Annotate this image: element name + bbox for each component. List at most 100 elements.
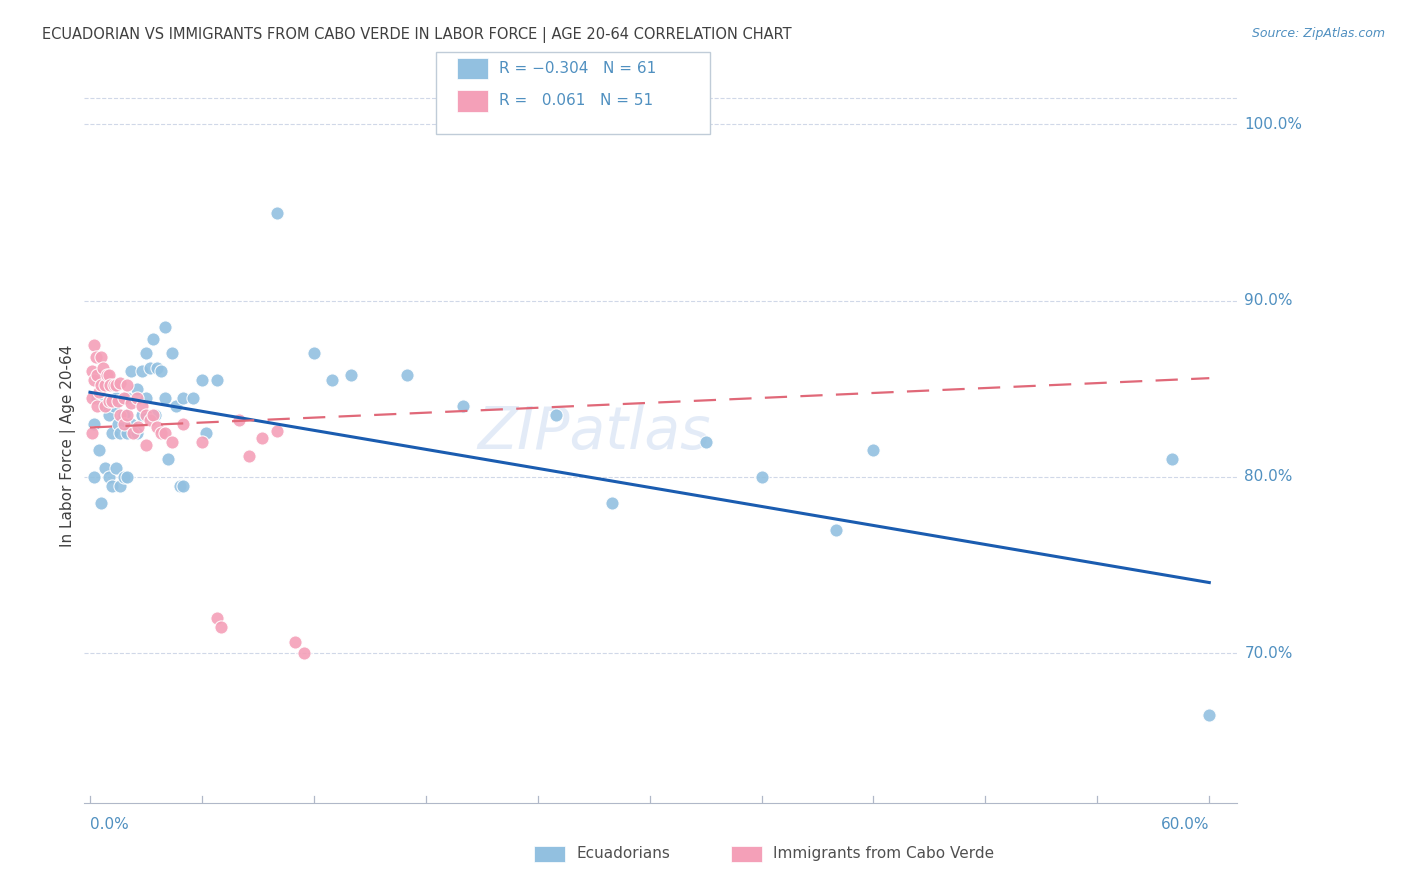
Point bbox=[103, 400, 125, 414]
Point bbox=[266, 205, 288, 219]
Point bbox=[86, 400, 108, 414]
Text: R =   0.061   N = 51: R = 0.061 N = 51 bbox=[499, 94, 654, 108]
Point bbox=[101, 425, 124, 440]
Point bbox=[80, 425, 103, 440]
Point bbox=[117, 408, 139, 422]
Text: 100.0%: 100.0% bbox=[1244, 117, 1302, 132]
Point bbox=[602, 496, 624, 510]
Point bbox=[120, 364, 142, 378]
Point bbox=[112, 470, 135, 484]
Point bbox=[80, 391, 103, 405]
Point bbox=[84, 350, 107, 364]
Point bbox=[83, 417, 105, 431]
Point bbox=[117, 425, 139, 440]
Point bbox=[695, 434, 717, 449]
Point bbox=[294, 646, 316, 660]
Point bbox=[209, 619, 232, 633]
Point bbox=[250, 431, 273, 445]
Point bbox=[138, 413, 160, 427]
Point bbox=[117, 391, 139, 405]
Point bbox=[108, 478, 131, 492]
Point bbox=[101, 478, 124, 492]
Point bbox=[97, 368, 120, 382]
Point bbox=[181, 391, 204, 405]
Text: 80.0%: 80.0% bbox=[1244, 469, 1292, 484]
Point bbox=[125, 382, 148, 396]
Point bbox=[451, 400, 474, 414]
Point bbox=[86, 391, 108, 405]
Point bbox=[94, 378, 117, 392]
Point bbox=[146, 360, 169, 375]
Point bbox=[228, 413, 250, 427]
Point bbox=[153, 391, 176, 405]
Point bbox=[172, 417, 194, 431]
Point bbox=[86, 368, 108, 382]
Point bbox=[107, 394, 129, 409]
Point bbox=[153, 320, 176, 334]
Text: 0.0%: 0.0% bbox=[90, 817, 129, 832]
Text: 60.0%: 60.0% bbox=[1161, 817, 1209, 832]
Point bbox=[103, 378, 125, 392]
Point bbox=[169, 478, 191, 492]
Point bbox=[105, 391, 128, 405]
Point bbox=[149, 425, 172, 440]
Point bbox=[191, 434, 214, 449]
Point bbox=[89, 443, 111, 458]
Point bbox=[120, 417, 142, 431]
Point bbox=[238, 449, 260, 463]
Point bbox=[138, 360, 160, 375]
Point bbox=[89, 385, 111, 400]
Y-axis label: In Labor Force | Age 20-64: In Labor Force | Age 20-64 bbox=[60, 345, 76, 547]
Point bbox=[83, 470, 105, 484]
Text: R = −0.304   N = 61: R = −0.304 N = 61 bbox=[499, 62, 657, 76]
Point bbox=[321, 373, 343, 387]
Point bbox=[97, 394, 120, 409]
Text: 90.0%: 90.0% bbox=[1244, 293, 1292, 308]
Point bbox=[165, 400, 187, 414]
Point bbox=[127, 420, 149, 434]
Point bbox=[108, 376, 131, 391]
Point bbox=[90, 350, 112, 364]
Text: ZIPatlas: ZIPatlas bbox=[477, 404, 710, 461]
Point bbox=[94, 400, 117, 414]
Text: Immigrants from Cabo Verde: Immigrants from Cabo Verde bbox=[773, 847, 994, 861]
Point bbox=[160, 346, 183, 360]
Point bbox=[172, 391, 194, 405]
Point bbox=[108, 408, 131, 422]
Point bbox=[94, 461, 117, 475]
Point bbox=[96, 368, 118, 382]
Point bbox=[120, 396, 142, 410]
Point bbox=[131, 400, 153, 414]
Point bbox=[340, 368, 363, 382]
Point bbox=[105, 461, 128, 475]
Point bbox=[302, 346, 325, 360]
Point bbox=[101, 394, 124, 409]
Point bbox=[205, 611, 228, 625]
Point bbox=[105, 378, 128, 392]
Point bbox=[112, 408, 135, 422]
Point bbox=[1198, 707, 1220, 722]
Point bbox=[107, 417, 129, 431]
Point bbox=[135, 408, 157, 422]
Point bbox=[117, 470, 139, 484]
Point bbox=[117, 378, 139, 392]
Point bbox=[121, 425, 143, 440]
Point bbox=[83, 373, 105, 387]
Point bbox=[157, 452, 180, 467]
Point bbox=[97, 408, 120, 422]
Point bbox=[862, 443, 884, 458]
Point bbox=[131, 364, 153, 378]
Point bbox=[112, 417, 135, 431]
Point bbox=[751, 470, 773, 484]
Point bbox=[142, 332, 165, 346]
Point bbox=[112, 391, 135, 405]
Point bbox=[266, 424, 288, 438]
Point bbox=[825, 523, 848, 537]
Text: ECUADORIAN VS IMMIGRANTS FROM CABO VERDE IN LABOR FORCE | AGE 20-64 CORRELATION : ECUADORIAN VS IMMIGRANTS FROM CABO VERDE… bbox=[42, 27, 792, 43]
Point bbox=[194, 425, 217, 440]
Point bbox=[94, 400, 117, 414]
Point bbox=[91, 360, 114, 375]
Point bbox=[284, 635, 307, 649]
Point bbox=[153, 425, 176, 440]
Point bbox=[143, 408, 166, 422]
